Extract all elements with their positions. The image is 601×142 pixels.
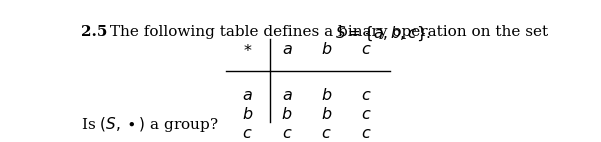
Text: $c$: $c$ [322, 125, 332, 142]
Text: $c$: $c$ [361, 41, 371, 58]
Text: $b$: $b$ [321, 41, 332, 58]
Text: $b$: $b$ [321, 87, 332, 104]
Text: $a$: $a$ [282, 41, 293, 58]
Text: 2.5: 2.5 [81, 25, 107, 39]
Text: $c$: $c$ [361, 125, 371, 142]
Text: $c$: $c$ [242, 125, 253, 142]
Text: $a$: $a$ [282, 87, 293, 104]
Text: $a$: $a$ [242, 87, 253, 104]
Text: $c$: $c$ [361, 87, 371, 104]
Text: $b$: $b$ [281, 106, 293, 123]
Text: The following table defines a binary operation on the set: The following table defines a binary ope… [105, 25, 553, 39]
Text: $c$: $c$ [361, 106, 371, 123]
Text: $b$: $b$ [242, 106, 253, 123]
Text: $c$: $c$ [282, 125, 292, 142]
Text: $S=\{a,b,c\}.$: $S=\{a,b,c\}.$ [335, 25, 431, 43]
Text: $*$: $*$ [243, 41, 252, 58]
Text: $b$: $b$ [321, 106, 332, 123]
Text: Is $(S,\bullet)$ a group?: Is $(S,\bullet)$ a group? [81, 115, 218, 134]
